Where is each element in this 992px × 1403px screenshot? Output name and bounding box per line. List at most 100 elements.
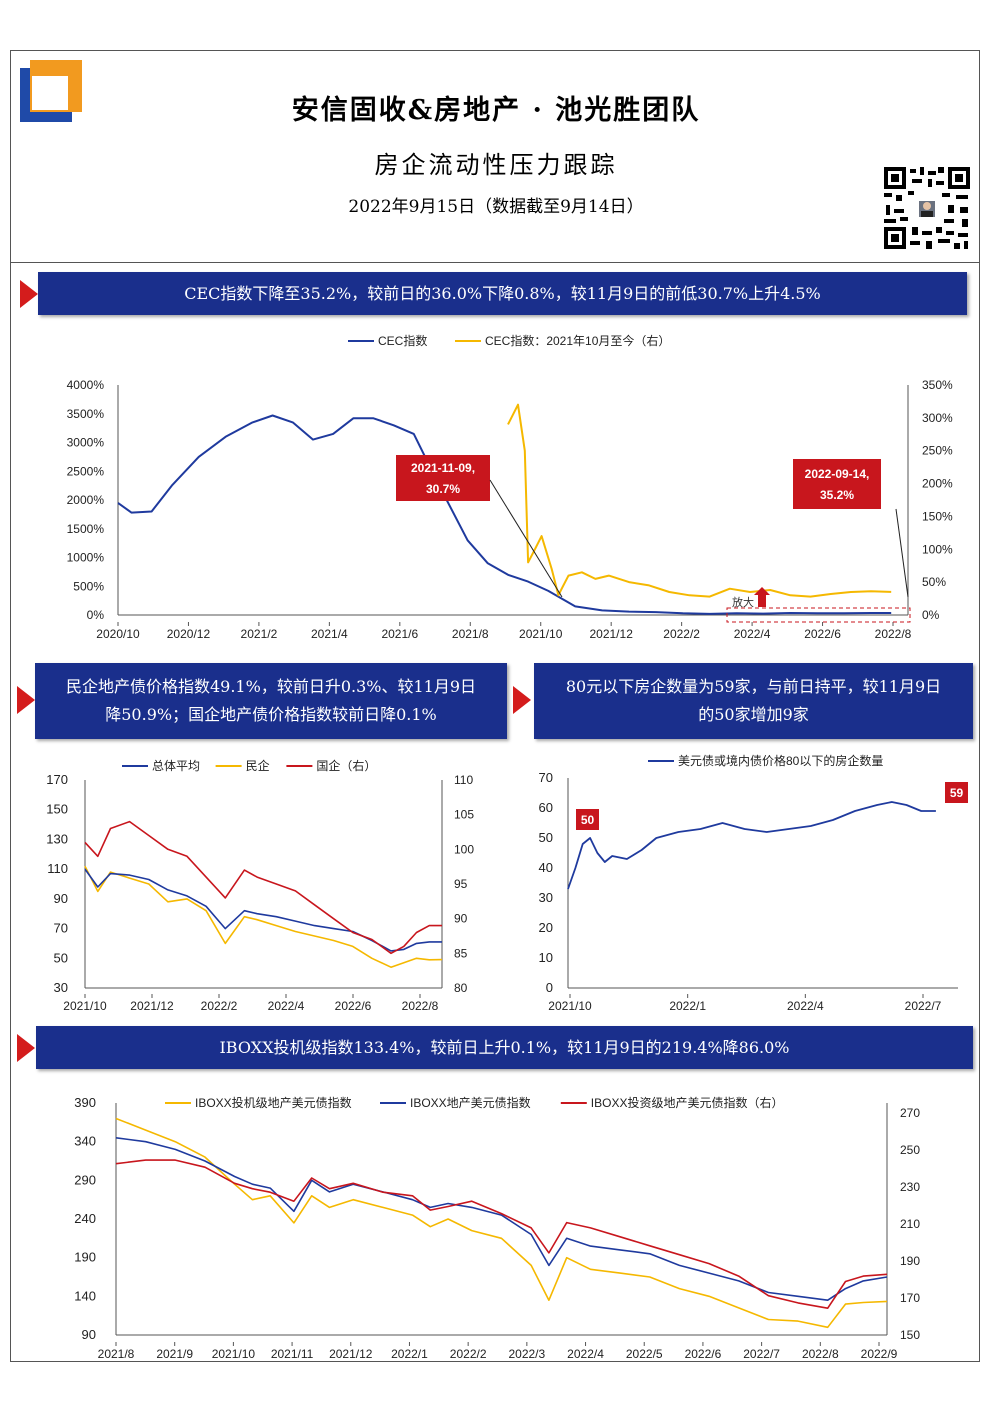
legend-label: 美元债或境内债价格80以下的房企数量	[678, 753, 883, 768]
y2-tick-label: 105	[454, 808, 474, 822]
legend-label: CEC指数	[378, 333, 427, 348]
zoom-label: 放大	[732, 595, 754, 609]
y-tick-label: 170	[46, 772, 68, 787]
x-tick-label: 2022/4	[268, 999, 305, 1013]
series-cec	[118, 416, 891, 614]
y-tick-label: 390	[74, 1095, 96, 1110]
page-subtitle: 房企流动性压力跟踪	[0, 145, 992, 180]
x-tick-label: 2021/2	[241, 627, 278, 641]
y2-tick-label: 270	[900, 1106, 920, 1120]
x-tick-label: 2021/12	[130, 999, 174, 1013]
x-tick-label: 2022/6	[335, 999, 372, 1013]
legend-label: IBOXX地产美元债指数	[410, 1095, 531, 1110]
y-tick-label: 130	[46, 831, 68, 846]
qr-code-icon	[882, 165, 972, 251]
y-tick-label: 190	[74, 1250, 96, 1265]
banner-cec: CEC指数下降至35.2%，较前日的36.0%下降0.8%，较11月9日的前低3…	[38, 272, 967, 315]
y2-tick-label: 250	[900, 1143, 920, 1157]
banner-firm-count-line2: 的50家增加9家	[698, 701, 809, 729]
y2-tick-label: 210	[900, 1217, 920, 1231]
x-tick-label: 2022/9	[861, 1347, 898, 1361]
y2-tick-label: 150	[900, 1328, 920, 1342]
x-tick-label: 2021/12	[329, 1347, 373, 1361]
x-tick-label: 2022/1	[391, 1347, 428, 1361]
y-tick-label: 1000%	[67, 551, 105, 565]
y-tick-label: 340	[74, 1134, 96, 1149]
x-tick-label: 2021/12	[589, 627, 633, 641]
y-tick-label: 150	[46, 802, 68, 817]
section-arrow-icon	[17, 1034, 35, 1062]
x-tick-label: 2021/6	[381, 627, 418, 641]
annotation-label: 35.2%	[820, 488, 854, 502]
header-divider	[10, 262, 980, 263]
chart-iboxx: IBOXX投机级地产美元债指数 IBOXX地产美元债指数 IBOXX投资级地产美元债…	[30, 1085, 975, 1365]
legend-label: 民企	[246, 758, 270, 773]
x-tick-label: 2022/5	[626, 1347, 663, 1361]
chart-firm-count: 美元债或境内债价格80以下的房企数量 70 60 50 40 30 20 10 0 2021/10…	[520, 745, 980, 1020]
x-tick-label: 2022/1	[669, 999, 706, 1013]
annotation-label: 2021-11-09,	[411, 461, 475, 475]
x-tick-label: 2021/9	[156, 1347, 193, 1361]
x-tick-label: 2022/2	[450, 1347, 487, 1361]
series-firm-count	[568, 802, 936, 889]
chart-cec: CEC指数 CEC指数：2021年10月至今（右） 4000% 3500% 3000% 2…	[30, 325, 970, 650]
y-tick-label: 4000%	[67, 378, 105, 392]
legend-label: 国企（右）	[316, 758, 376, 773]
x-tick-label: 2021/10	[212, 1347, 256, 1361]
x-tick-label: 2021/8	[452, 627, 489, 641]
page-title: 安信固收&房地产 · 池光胜团队	[0, 88, 992, 127]
y2-tick-label: 0%	[922, 608, 940, 622]
series-iboxx-all	[116, 1138, 887, 1300]
y2-tick-label: 90	[454, 912, 468, 926]
x-tick-label: 2021/10	[519, 627, 563, 641]
x-tick-label: 2021/10	[548, 999, 592, 1013]
y-tick-label: 50	[539, 830, 553, 845]
x-tick-label: 2022/6	[685, 1347, 722, 1361]
banner-private-bond-line1: 民企地产债价格指数49.1%，较前日升0.3%、较11月9日	[66, 673, 476, 701]
y-tick-label: 60	[539, 800, 553, 815]
y-tick-label: 2500%	[67, 464, 105, 478]
y2-tick-label: 350%	[922, 378, 953, 392]
y2-tick-label: 100	[454, 842, 474, 856]
annotation-leader	[896, 509, 908, 597]
banner-private-bond: 民企地产债价格指数49.1%，较前日升0.3%、较11月9日 降50.9%；国企…	[35, 663, 507, 739]
y2-tick-label: 150%	[922, 509, 953, 523]
x-tick-label: 2022/4	[734, 627, 771, 641]
x-tick-label: 2022/2	[663, 627, 700, 641]
x-tick-label: 2022/8	[802, 1347, 839, 1361]
y2-tick-label: 95	[454, 877, 468, 891]
annotation-label: 2022-09-14,	[805, 467, 870, 481]
y-tick-label: 40	[539, 860, 553, 875]
series-iboxx-ig	[116, 1160, 887, 1308]
y2-tick-label: 170	[900, 1291, 920, 1305]
y-tick-label: 50	[54, 950, 68, 965]
x-tick-label: 2022/6	[804, 627, 841, 641]
series-state	[85, 822, 442, 954]
y-tick-label: 140	[74, 1288, 96, 1303]
y-tick-label: 240	[74, 1211, 96, 1226]
y2-tick-label: 110	[454, 773, 473, 787]
section-arrow-icon	[20, 280, 38, 308]
annotation-label: 30.7%	[426, 482, 460, 496]
x-tick-label: 2022/4	[567, 1347, 604, 1361]
x-tick-label: 2022/8	[875, 627, 912, 641]
y-tick-label: 1500%	[67, 522, 105, 536]
x-tick-label: 2020/10	[96, 627, 140, 641]
section-arrow-icon	[17, 686, 35, 714]
y-tick-label: 90	[82, 1327, 96, 1342]
y-tick-label: 20	[539, 920, 553, 935]
x-tick-label: 2021/4	[311, 627, 348, 641]
section-arrow-icon	[513, 686, 531, 714]
y-tick-label: 90	[54, 891, 68, 906]
y2-tick-label: 250%	[922, 444, 953, 458]
y2-tick-label: 100%	[922, 542, 953, 556]
y-tick-label: 110	[47, 861, 68, 876]
x-tick-label: 2022/2	[201, 999, 238, 1013]
y2-tick-label: 80	[454, 981, 468, 995]
y-tick-label: 70	[539, 770, 553, 785]
x-tick-label: 2022/7	[905, 999, 942, 1013]
banner-private-bond-line2: 降50.9%；国企地产债价格指数较前日降0.1%	[105, 701, 436, 729]
y-tick-label: 10	[539, 950, 553, 965]
legend-label: IBOXX投机级地产美元债指数	[195, 1095, 352, 1110]
y-tick-label: 30	[54, 980, 68, 995]
